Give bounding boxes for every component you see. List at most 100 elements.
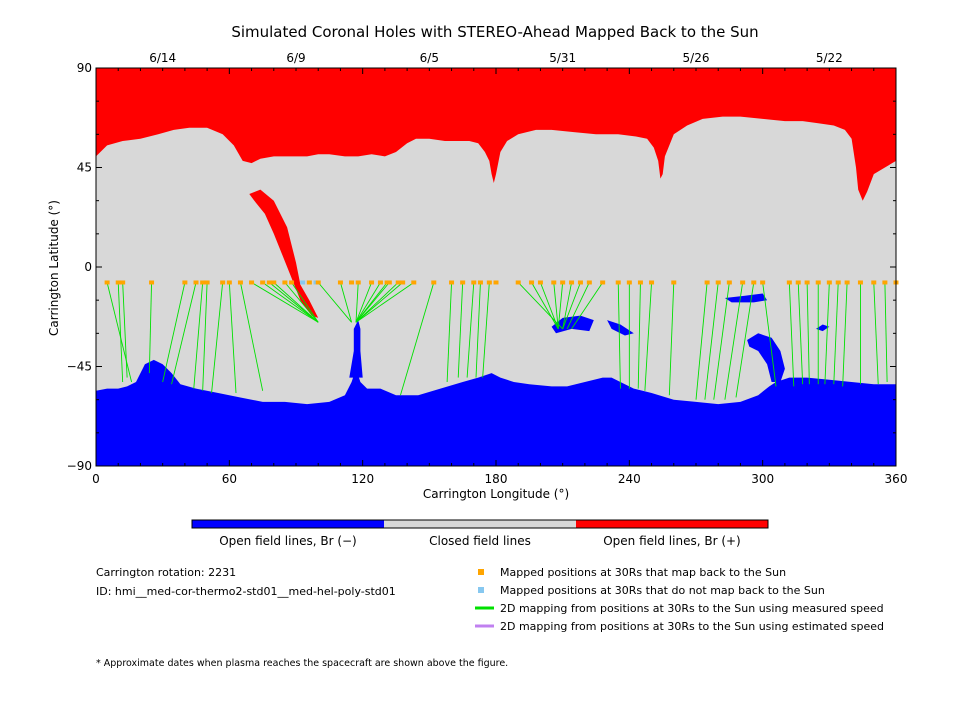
mapped-point xyxy=(115,280,121,285)
mapping-line xyxy=(562,282,581,330)
unmapped-point xyxy=(300,280,306,285)
mapping-line xyxy=(202,282,208,391)
mapped-point xyxy=(369,280,375,285)
mapped-point xyxy=(726,280,732,285)
mapping-line xyxy=(762,282,777,387)
y-tick-label: 45 xyxy=(77,161,92,175)
mapping-line xyxy=(171,282,197,385)
mapped-point xyxy=(486,280,492,285)
top-date-label: 5/31 xyxy=(549,51,576,65)
mapping-line xyxy=(355,282,403,323)
mapped-point xyxy=(120,280,126,285)
mapping-line xyxy=(806,282,810,385)
mapped-point xyxy=(493,280,499,285)
mapped-point xyxy=(740,280,746,285)
top-date-label: 5/22 xyxy=(816,51,843,65)
negative-open-field-south xyxy=(96,359,896,466)
x-tick-label: 0 xyxy=(92,472,100,486)
mapping-line xyxy=(122,282,128,378)
mapped-point xyxy=(200,280,206,285)
mapping-line xyxy=(211,282,224,394)
plot-area xyxy=(95,67,899,467)
mapped-point xyxy=(615,280,621,285)
mapping-line xyxy=(355,282,359,323)
mapping-line xyxy=(704,282,719,400)
negative-open-field-patch xyxy=(607,320,634,336)
mapping-line xyxy=(824,282,830,385)
mapped-point xyxy=(704,280,710,285)
mapped-point xyxy=(586,280,592,285)
mapping-line xyxy=(240,282,264,391)
mapped-point xyxy=(220,280,226,285)
y-tick-label: 0 xyxy=(84,260,92,274)
legend-marker xyxy=(478,587,484,593)
mapped-point xyxy=(795,280,801,285)
mapping-line xyxy=(284,282,319,323)
mapping-line xyxy=(566,282,590,330)
mapped-point xyxy=(377,280,383,285)
positive-open-field-streak xyxy=(249,189,319,318)
y-axis: −90 −45 0 45 90 xyxy=(67,61,896,473)
mapped-point xyxy=(104,280,110,285)
x-tick-label: 180 xyxy=(485,472,508,486)
top-date-axis: 6/14 6/9 6/5 5/31 5/26 5/22 xyxy=(149,51,843,65)
model-id: ID: hmi__med-cor-thermo2-std01__med-hel-… xyxy=(96,585,396,598)
y-tick-label: −90 xyxy=(67,459,92,473)
mapping-line xyxy=(269,282,319,323)
mapped-point xyxy=(477,280,483,285)
negative-open-field-spike xyxy=(349,320,363,378)
mapped-point xyxy=(826,280,832,285)
region-colorbar: Open field lines, Br (−) Closed field lin… xyxy=(191,519,769,548)
mapped-point xyxy=(460,280,466,285)
mapping-line xyxy=(475,282,481,378)
mapping-line xyxy=(273,282,319,323)
mapped-point xyxy=(431,280,437,285)
mapped-point xyxy=(751,280,757,285)
colorbar-frame xyxy=(191,519,769,529)
mapping-line xyxy=(531,282,559,330)
negative-open-field-patch xyxy=(724,293,768,303)
mapping-line xyxy=(571,282,604,330)
mapped-point xyxy=(637,280,643,285)
mapping-line xyxy=(797,282,804,385)
mapped-point xyxy=(182,280,188,285)
mapped-point xyxy=(315,280,321,285)
mapping-line xyxy=(788,282,795,387)
mapping-line xyxy=(355,282,390,323)
mapping-line xyxy=(340,282,352,323)
negative-open-field-patch xyxy=(816,324,830,332)
y-axis-label: Carrington Latitude (°) xyxy=(47,200,61,336)
colorbar-label: Open field lines, Br (−) xyxy=(219,534,357,548)
legend: Mapped positions at 30Rs that map back t… xyxy=(475,566,884,633)
mapping-line xyxy=(553,282,559,329)
mapping-line xyxy=(735,282,755,398)
negative-open-field-arm xyxy=(747,333,785,382)
mapping-lines xyxy=(106,282,888,400)
mapped-point xyxy=(835,280,841,285)
y-tick-label: −45 xyxy=(67,360,92,374)
mapping-line xyxy=(617,282,621,389)
mapped-point xyxy=(804,280,810,285)
footnote: * Approximate dates when plasma reaches … xyxy=(96,658,508,669)
mapped-point xyxy=(649,280,655,285)
mapped-point xyxy=(857,280,863,285)
mapping-line xyxy=(842,282,848,387)
mapped-point xyxy=(760,280,766,285)
mapped-point xyxy=(337,280,343,285)
mapping-line xyxy=(193,282,204,389)
x-axis: 0 60 120 180 240 300 360 xyxy=(92,68,907,486)
mapping-line xyxy=(557,282,564,329)
mapping-line xyxy=(644,282,653,391)
x-tick-label: 300 xyxy=(751,472,774,486)
mapped-point xyxy=(249,280,255,285)
mapping-line xyxy=(562,282,572,329)
mapped-point xyxy=(882,280,888,285)
mapped-point xyxy=(551,280,557,285)
mapped-point xyxy=(529,280,535,285)
mapped-point xyxy=(260,280,266,285)
mapped-point xyxy=(349,280,355,285)
mapped-point xyxy=(266,280,272,285)
mapping-line xyxy=(162,282,186,383)
x-tick-label: 360 xyxy=(885,472,908,486)
mapped-point xyxy=(237,280,243,285)
